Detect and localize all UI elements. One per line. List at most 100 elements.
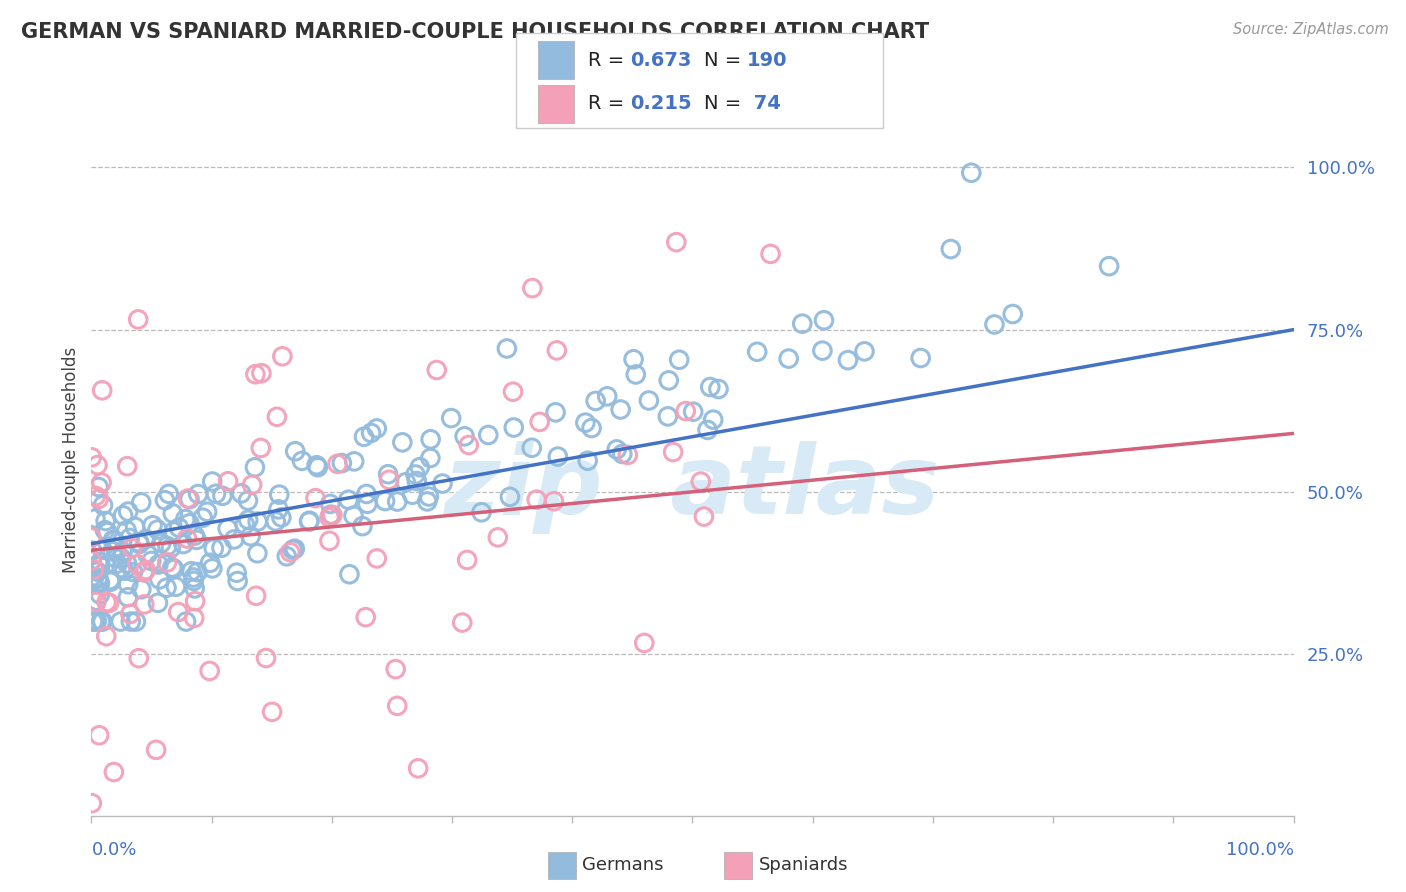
Point — [596, 389, 619, 403]
Point — [702, 412, 724, 426]
Point — [267, 502, 290, 516]
Point — [112, 564, 135, 578]
Point — [330, 456, 353, 470]
Point — [205, 487, 228, 501]
Point — [792, 317, 814, 331]
Point — [165, 580, 187, 594]
Point — [225, 566, 247, 580]
Point — [546, 343, 568, 358]
Point — [132, 566, 155, 580]
Point — [148, 573, 170, 587]
Point — [675, 404, 697, 418]
Point — [291, 454, 314, 468]
Point — [156, 539, 179, 553]
Point — [284, 541, 307, 556]
Point — [104, 550, 127, 565]
Text: R =: R = — [588, 51, 630, 70]
Point — [141, 554, 163, 568]
Point — [352, 519, 374, 533]
Text: Germans: Germans — [582, 856, 664, 874]
Point — [693, 509, 716, 524]
Point — [186, 533, 208, 547]
Point — [356, 497, 378, 511]
Point — [638, 393, 661, 408]
Point — [111, 544, 134, 558]
Point — [217, 475, 239, 489]
Point — [662, 445, 685, 459]
Point — [387, 698, 409, 713]
Point — [707, 382, 730, 396]
Point — [121, 541, 143, 556]
Point — [543, 494, 565, 508]
Point — [342, 508, 364, 523]
Point — [326, 457, 349, 471]
Point — [409, 460, 432, 475]
Point — [96, 595, 118, 609]
Point — [145, 743, 167, 757]
Point — [187, 487, 209, 501]
Point — [184, 594, 207, 608]
Point — [89, 587, 111, 601]
Point — [174, 615, 197, 629]
Point — [983, 318, 1005, 332]
Point — [254, 651, 277, 665]
Point — [80, 570, 103, 584]
Point — [496, 342, 519, 356]
Point — [86, 593, 108, 607]
Point — [128, 535, 150, 549]
Point — [585, 393, 607, 408]
Point — [156, 555, 179, 569]
Point — [89, 728, 111, 742]
Point — [544, 405, 567, 419]
Point — [689, 475, 711, 489]
Text: 0.215: 0.215 — [630, 95, 692, 113]
Text: zip  atlas: zip atlas — [444, 442, 941, 534]
Point — [148, 558, 170, 572]
Point — [281, 542, 304, 557]
Point — [384, 662, 406, 676]
Point — [176, 532, 198, 546]
Point — [179, 516, 201, 531]
Point — [378, 473, 401, 487]
Point — [391, 435, 413, 450]
Point — [157, 487, 180, 501]
Point — [80, 553, 103, 567]
Point — [84, 615, 107, 629]
Text: GERMAN VS SPANIARD MARRIED-COUPLE HOUSEHOLDS CORRELATION CHART: GERMAN VS SPANIARD MARRIED-COUPLE HOUSEH… — [21, 22, 929, 42]
Point — [502, 384, 524, 399]
Point — [278, 545, 301, 559]
Point — [118, 531, 141, 545]
Point — [86, 565, 108, 579]
Point — [198, 664, 221, 678]
Point — [250, 366, 273, 380]
Point — [91, 542, 114, 557]
Point — [98, 596, 121, 610]
Point — [211, 541, 233, 555]
Point — [318, 533, 340, 548]
Point — [115, 459, 138, 474]
Point — [668, 352, 690, 367]
Point — [759, 247, 782, 261]
Point — [264, 514, 287, 528]
Point — [91, 498, 114, 512]
Point — [117, 504, 139, 518]
Point — [522, 281, 544, 295]
Point — [387, 494, 409, 508]
Point — [366, 421, 388, 435]
Point — [658, 373, 681, 387]
Point — [321, 508, 343, 522]
Text: Spaniards: Spaniards — [759, 856, 849, 874]
Point — [319, 508, 342, 522]
Point — [426, 363, 449, 377]
Point — [696, 423, 718, 437]
Point — [343, 454, 366, 468]
Point — [432, 476, 454, 491]
Point — [276, 549, 298, 564]
Point — [298, 515, 321, 529]
Point — [456, 553, 478, 567]
Point — [163, 562, 186, 576]
Point — [183, 570, 205, 584]
Point — [80, 796, 103, 810]
Point — [319, 497, 342, 511]
Point — [89, 556, 111, 570]
